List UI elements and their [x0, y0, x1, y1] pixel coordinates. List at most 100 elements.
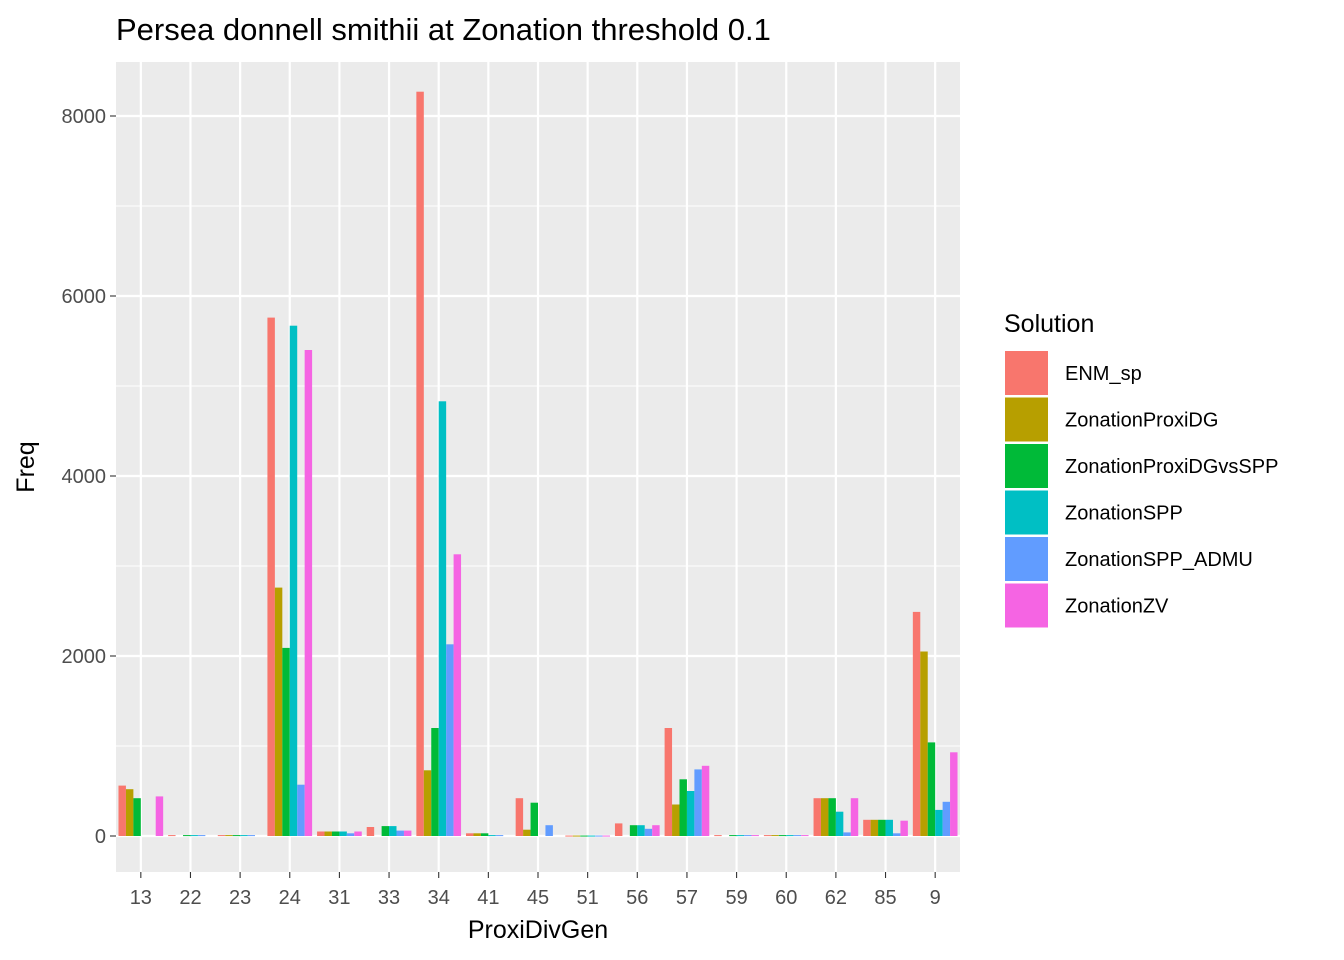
bar-zonationproxidgvsspp-34 [431, 728, 439, 836]
bar-zonationproxidgvsspp-60 [778, 835, 787, 837]
bar-enm-sp-59 [714, 835, 722, 837]
x-tick-label: 57 [676, 887, 698, 909]
bar-enm-sp-9 [912, 611, 921, 836]
y-axis-title: Freq [12, 441, 40, 492]
bar-zonationproxidgvsspp-62 [828, 798, 836, 836]
bar-zonationspp-admu-59 [744, 835, 752, 837]
legend-key-zonationproxidgvsspp [1005, 444, 1048, 488]
bar-zonationzv-62 [850, 798, 859, 836]
legend-key-zonationproxidg [1005, 397, 1048, 442]
bar-zonationproxidgvsspp-13 [133, 798, 141, 836]
x-axis: 13 22 23 24 31 33 34 41 45 51 56 57 59 60 62 85 9 [130, 872, 941, 909]
y-axis: 0 2000 4000 6000 8000 [62, 106, 116, 848]
bar-zonationspp-admu-60 [793, 835, 802, 837]
bar-zonationspp-admu-33 [396, 830, 404, 836]
bar-zonationproxidg-34 [423, 770, 432, 836]
bar-zonationspp-22 [190, 835, 198, 837]
bar-zonationspp-24 [289, 325, 298, 836]
bar-zonationspp-admu-22 [197, 835, 206, 837]
x-tick-label: 23 [229, 887, 251, 909]
bar-enm-sp-33 [366, 827, 375, 836]
bar-zonationproxidgvsspp-41 [480, 833, 489, 836]
legend-label: ZonationProxiDGvsSPP [1065, 456, 1278, 478]
bar-zonationzv-24 [304, 350, 313, 836]
bar-zonationproxidgvsspp-31 [331, 831, 340, 836]
bar-enm-sp-60 [763, 835, 772, 837]
bar-zonationzv-85 [900, 820, 908, 836]
bar-zonationproxidg-23 [225, 835, 233, 837]
y-tick-label: 2000 [62, 646, 107, 668]
bar-zonationspp-41 [488, 835, 496, 837]
bar-zonationspp-60 [786, 835, 794, 837]
x-axis-title: ProxiDivGen [468, 916, 608, 944]
bar-zonationspp-57 [686, 791, 695, 836]
bar-zonationspp-85 [885, 819, 893, 836]
bar-zonationproxidgvsspp-45 [530, 802, 538, 836]
bar-zonationspp-admu-62 [843, 832, 851, 836]
bar-zonationproxidg-45 [523, 829, 531, 836]
bar-zonationzv-59 [751, 835, 759, 837]
bar-zonationzv-51 [602, 835, 610, 837]
bar-zonationspp-admu-31 [346, 833, 355, 836]
bar-enm-sp-24 [267, 317, 275, 837]
bar-enm-sp-45 [515, 798, 524, 836]
x-tick-label: 56 [626, 887, 648, 909]
y-tick-label: 6000 [62, 286, 107, 308]
x-tick-label: 85 [874, 887, 896, 909]
bar-zonationproxidg-24 [274, 587, 283, 836]
legend-key-enm-sp [1005, 351, 1048, 395]
legend-label: ZonationZV [1065, 596, 1169, 618]
bar-enm-sp-22 [168, 835, 176, 837]
bar-zonationspp-33 [389, 826, 397, 836]
bar-zonationzv-60 [801, 835, 809, 837]
bar-enm-sp-85 [863, 819, 871, 836]
bar-zonationproxidgvsspp-85 [878, 819, 886, 836]
bar-zonationspp-59 [736, 835, 745, 837]
bar-enm-sp-31 [317, 831, 325, 836]
legend-label: ZonationSPP_ADMU [1065, 549, 1253, 571]
bar-enm-sp-34 [416, 91, 424, 836]
bar-zonationproxidg-31 [324, 831, 332, 836]
bar-zonationproxidgvsspp-24 [282, 647, 290, 836]
bar-zonationproxidg-85 [870, 819, 879, 836]
bar-zonationspp-31 [339, 831, 347, 836]
bar-zonationspp-admu-51 [595, 835, 603, 837]
x-tick-label: 62 [825, 887, 847, 909]
bar-zonationzv-13 [155, 796, 164, 836]
bar-zonationspp-admu-34 [446, 644, 454, 836]
bar-zonationproxidg-51 [572, 835, 581, 837]
bar-zonationzv-31 [354, 831, 362, 836]
legend-label: ZonationSPP [1065, 503, 1183, 525]
y-tick-label: 4000 [62, 466, 107, 488]
chart-title: Persea donnell smithii at Zonation thres… [116, 12, 771, 47]
bar-zonationproxidgvsspp-23 [232, 835, 241, 837]
legend-label: ZonationProxiDG [1065, 410, 1218, 432]
x-tick-label: 60 [775, 887, 797, 909]
bar-zonationspp-51 [587, 835, 596, 837]
bar-zonationproxidg-41 [473, 833, 481, 836]
bar-zonationzv-9 [950, 752, 958, 836]
bar-zonationspp-admu-85 [892, 833, 901, 836]
legend-key-zonationzv [1005, 583, 1048, 628]
bar-zonationproxidg-60 [771, 835, 779, 837]
bar-zonationzv-57 [701, 765, 710, 836]
bar-zonationproxidgvsspp-33 [381, 826, 390, 836]
bar-enm-sp-56 [614, 823, 623, 836]
x-tick-label: 24 [279, 887, 301, 909]
bar-zonationzv-56 [652, 825, 660, 836]
bar-zonationspp-admu-57 [694, 769, 702, 836]
bar-zonationproxidg-57 [672, 804, 680, 836]
x-tick-label: 31 [328, 887, 350, 909]
y-tick-label: 8000 [62, 106, 107, 128]
x-tick-label: 41 [477, 887, 499, 909]
bar-zonationspp-admu-24 [297, 784, 305, 836]
legend-key-zonationspp [1005, 490, 1048, 535]
legend: Solution ENM_sp ZonationProxiDG ZonationPr… [1004, 310, 1278, 628]
x-tick-label: 13 [130, 887, 152, 909]
x-tick-label: 9 [930, 887, 941, 909]
bar-enm-sp-62 [813, 798, 821, 836]
bar-zonationproxidgvsspp-57 [679, 779, 687, 836]
bar-zonationproxidgvsspp-9 [927, 742, 936, 836]
bar-zonationzv-33 [403, 830, 412, 836]
x-tick-label: 34 [428, 887, 450, 909]
